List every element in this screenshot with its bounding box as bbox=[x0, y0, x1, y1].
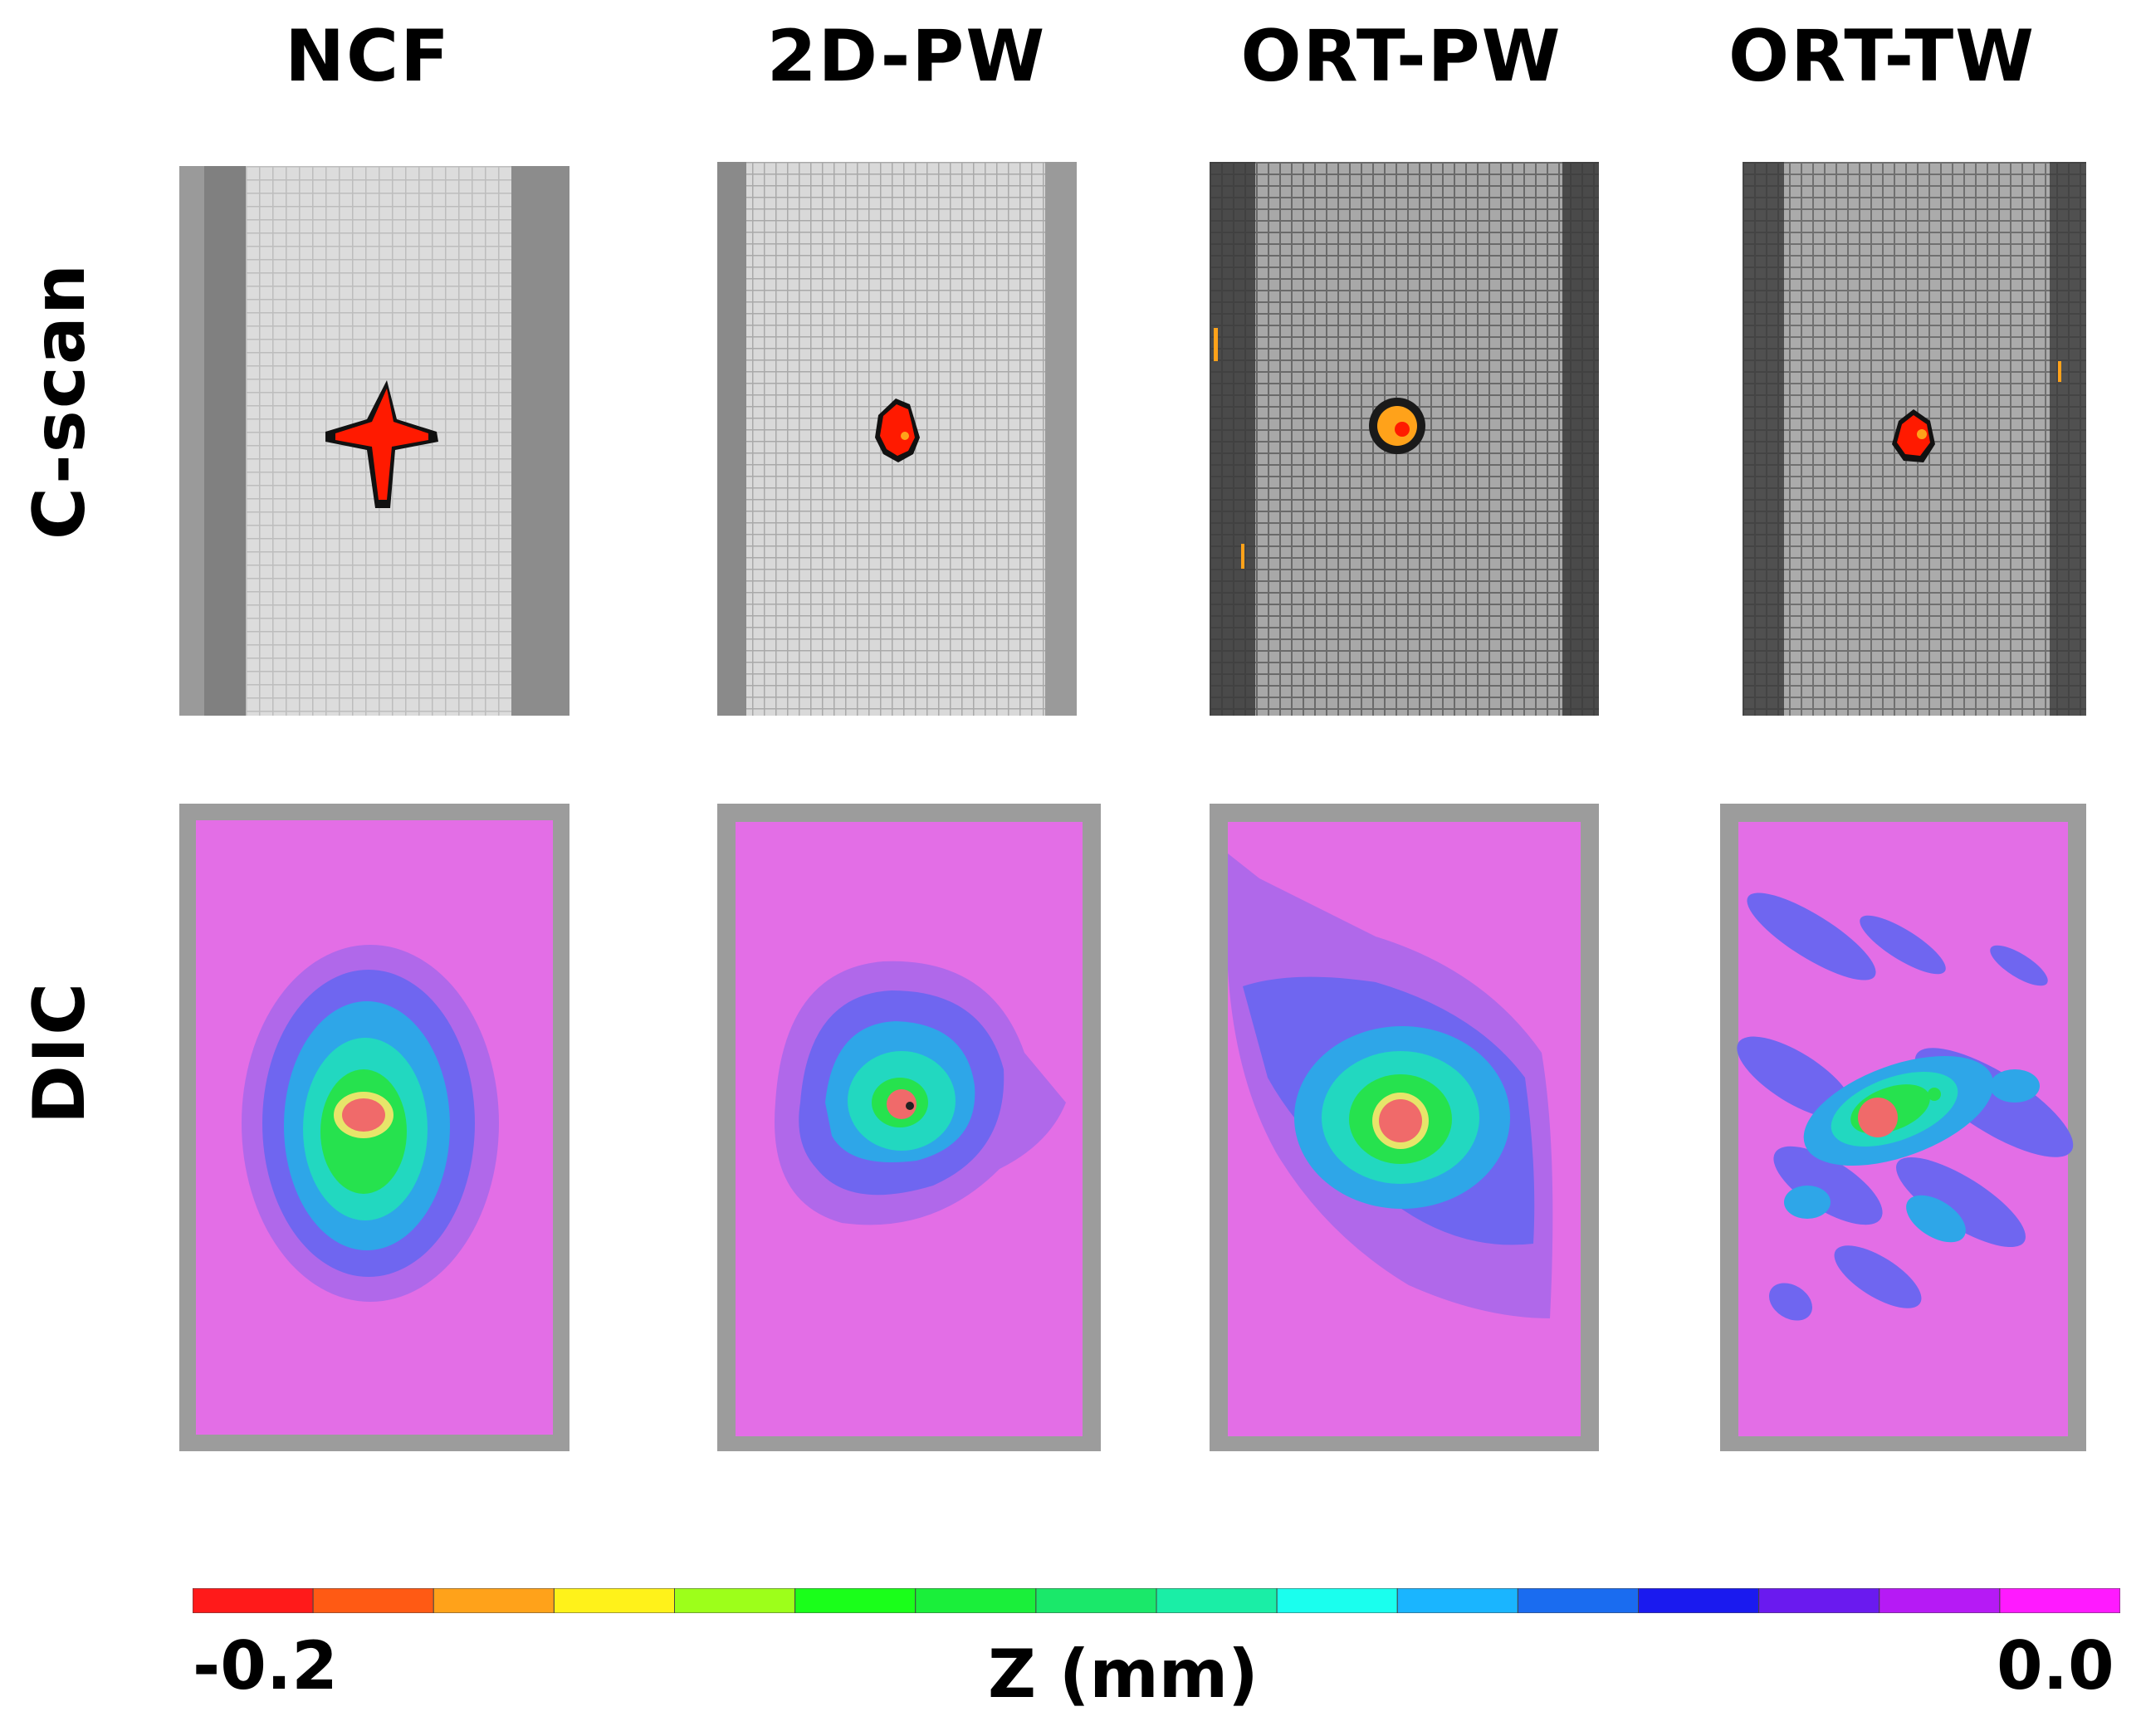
c-scan-panel-2d-pw bbox=[717, 162, 1077, 716]
colorbar-swatch bbox=[1999, 1588, 2120, 1613]
colorbar-swatch bbox=[1879, 1588, 2001, 1613]
colorbar-swatch bbox=[312, 1588, 434, 1613]
dic-panel-ort-tw bbox=[1720, 804, 2086, 1451]
column-title-ncf: NCF bbox=[285, 15, 451, 98]
c-scan-panel-ort-tw bbox=[1743, 162, 2086, 716]
colorbar-swatch bbox=[1035, 1588, 1157, 1613]
colorbar-swatch bbox=[1156, 1588, 1278, 1613]
column-title-2d-pw: 2D-PW bbox=[766, 15, 1047, 98]
colorbar-swatch bbox=[794, 1588, 917, 1613]
dic-panel-ncf bbox=[179, 804, 569, 1451]
row-title-c-scan: C-scan bbox=[18, 262, 101, 540]
colorbar bbox=[193, 1588, 2120, 1613]
colorbar-swatch bbox=[1758, 1588, 1880, 1613]
c-scan-panel-ort-pw bbox=[1210, 162, 1599, 716]
colorbar-swatch bbox=[193, 1588, 314, 1613]
row-title-dic: DIC bbox=[18, 980, 101, 1125]
colorbar-swatch bbox=[1638, 1588, 1760, 1613]
colorbar-min-label: -0.2 bbox=[193, 1627, 338, 1704]
dic-panel-2d-pw bbox=[717, 804, 1101, 1451]
colorbar-swatch bbox=[433, 1588, 555, 1613]
colorbar-swatch bbox=[1276, 1588, 1398, 1613]
column-title-ort-pw: ORT-PW bbox=[1240, 15, 1562, 98]
colorbar-swatch bbox=[674, 1588, 796, 1613]
colorbar-swatch bbox=[1396, 1588, 1518, 1613]
column-title-ort-tw: ORT-TW bbox=[1728, 15, 2036, 98]
colorbar-axis-label: Z (mm) bbox=[988, 1636, 1259, 1713]
colorbar-swatch bbox=[915, 1588, 1037, 1613]
colorbar-swatch bbox=[1517, 1588, 1640, 1613]
c-scan-panel-ncf bbox=[179, 166, 569, 716]
colorbar-swatch bbox=[553, 1588, 676, 1613]
dic-panel-ort-pw bbox=[1210, 804, 1599, 1451]
colorbar-max-label: 0.0 bbox=[1997, 1627, 2114, 1704]
